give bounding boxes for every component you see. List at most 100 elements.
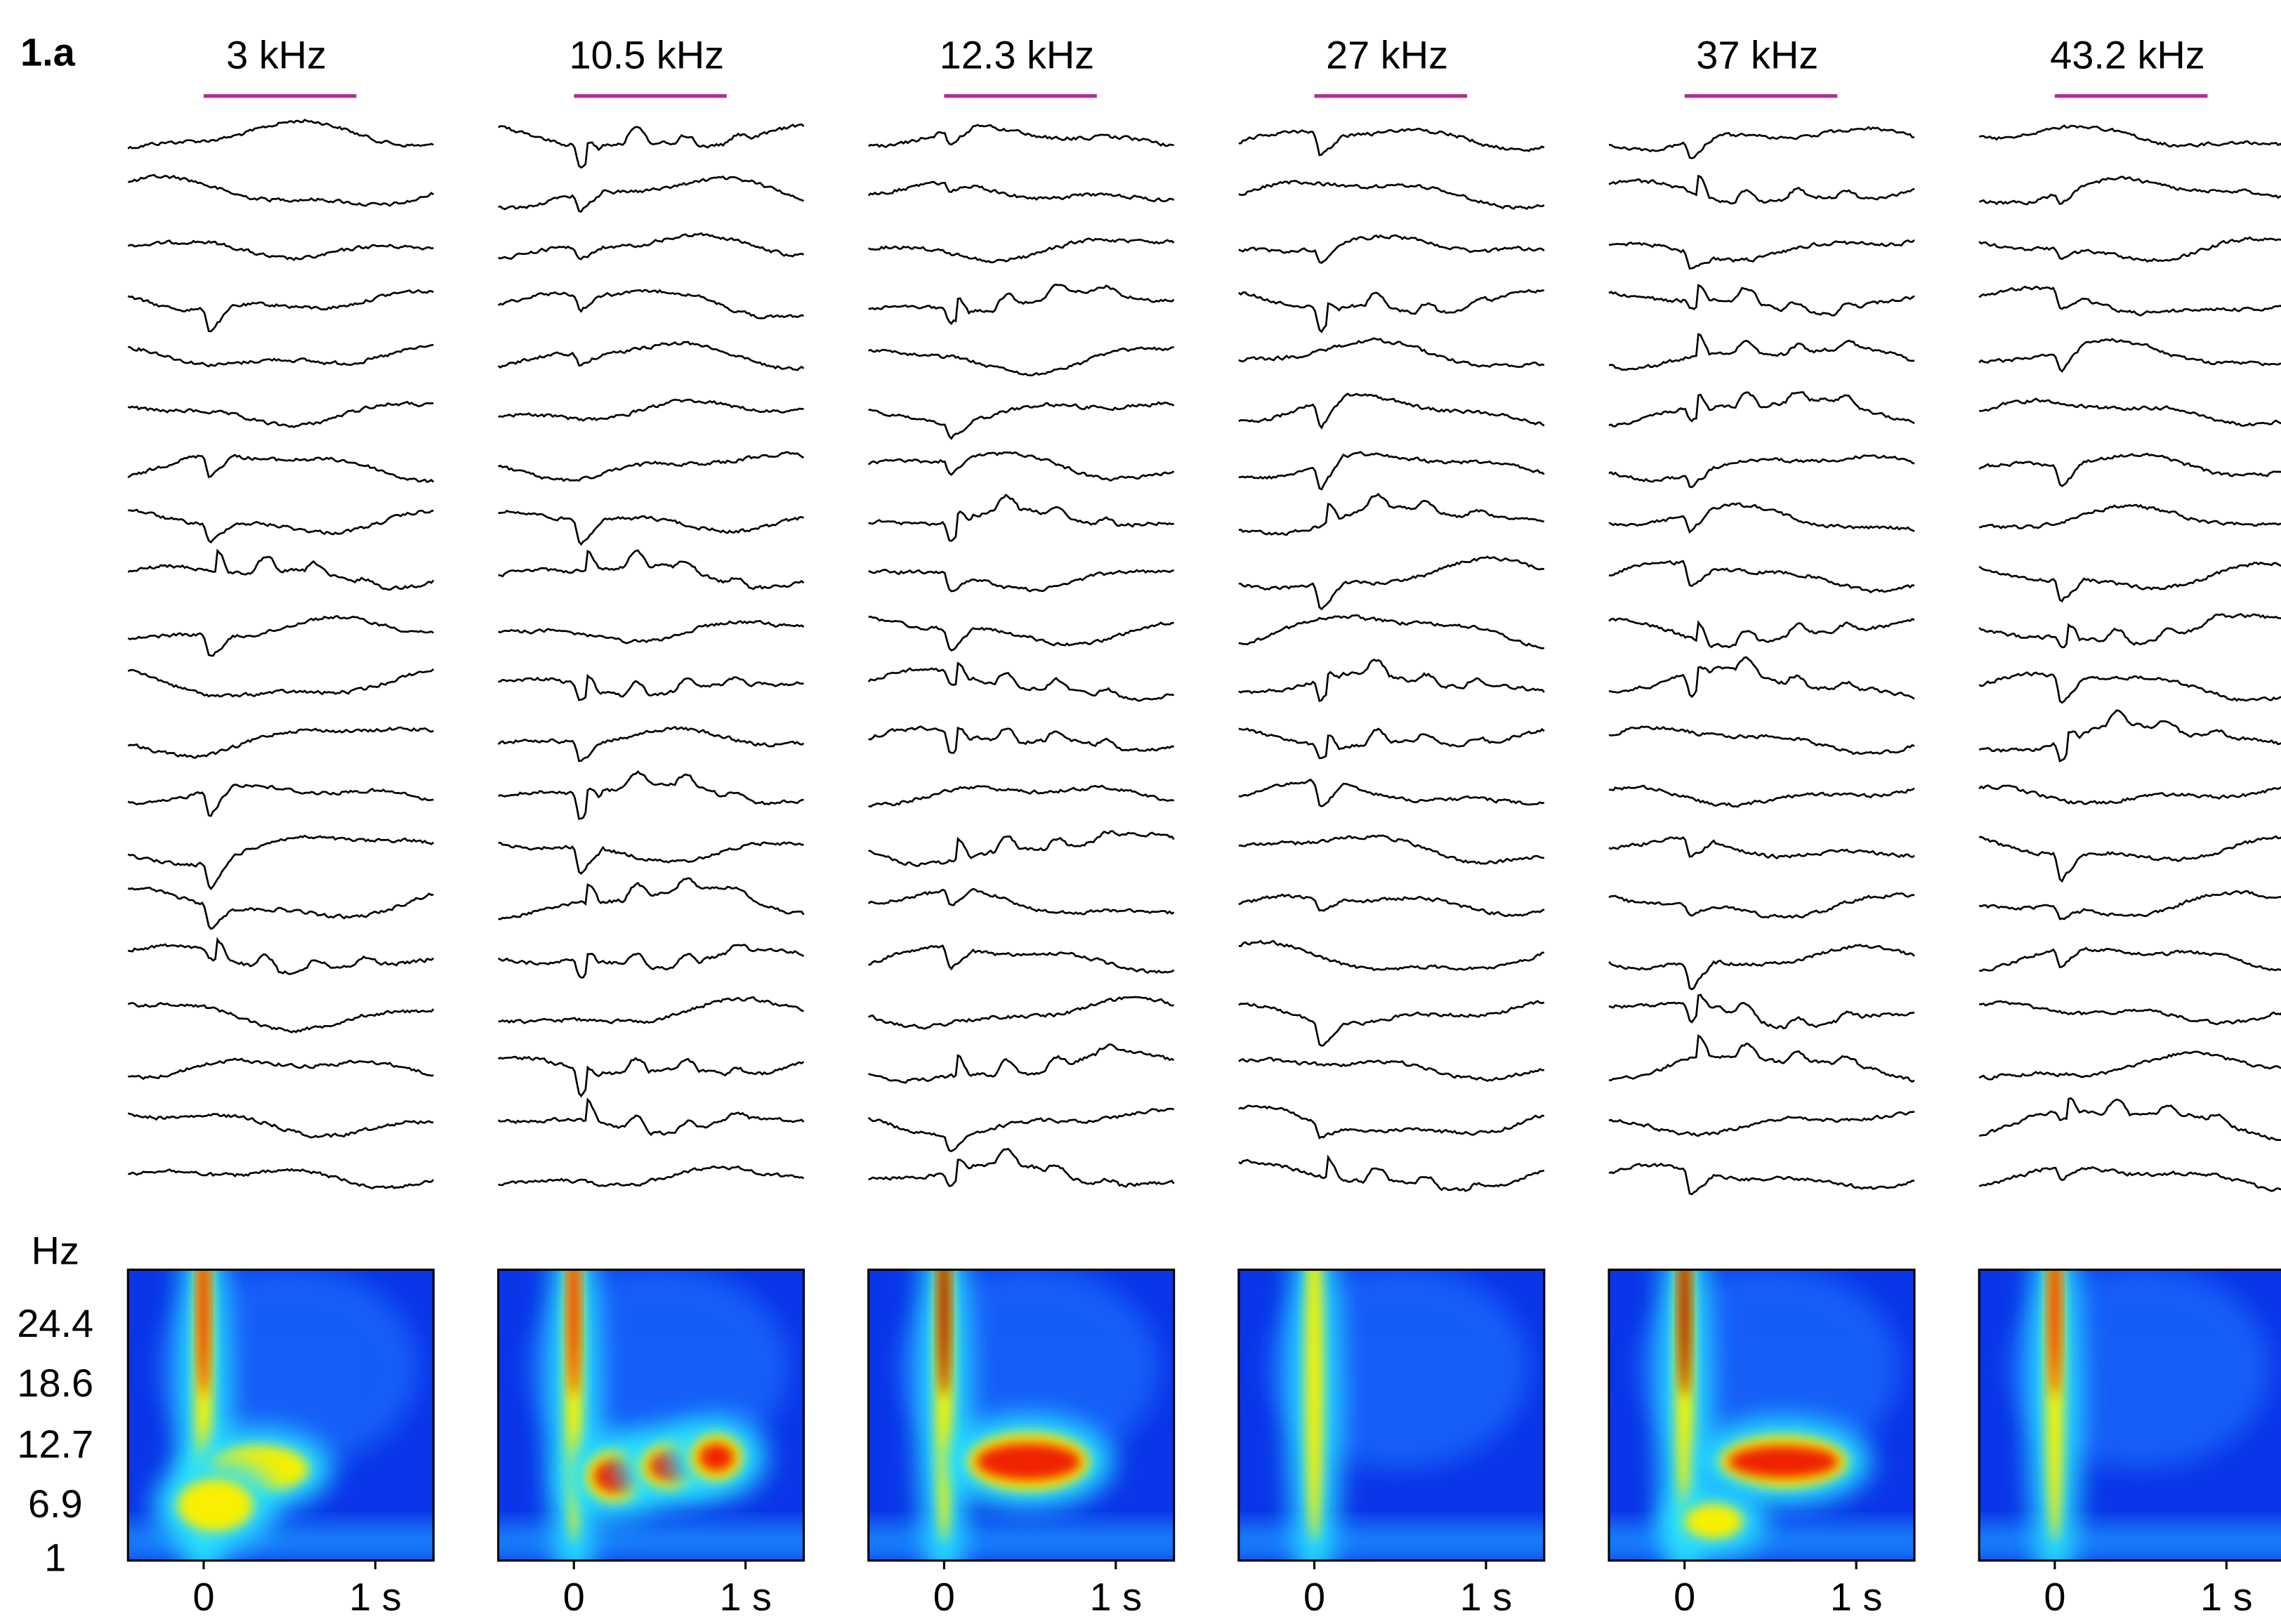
column-title: 43.2 kHz: [2050, 33, 2205, 77]
trace: [1978, 124, 2281, 148]
trace: [1978, 613, 2281, 649]
trace: [1238, 1056, 1544, 1083]
trace: [1238, 939, 1544, 972]
heatmap-frame: [867, 1268, 1176, 1562]
trace: [1238, 778, 1544, 807]
trace: [1609, 784, 1915, 808]
trace: [1238, 893, 1545, 917]
heatmap-frame: [1608, 1268, 1916, 1562]
trace: [128, 173, 435, 207]
low-band: [128, 1527, 434, 1557]
low-band: [498, 1527, 804, 1557]
trace: [497, 289, 804, 319]
x-tick-label: 0: [1674, 1574, 1695, 1618]
trace: [497, 944, 805, 979]
trace: [498, 232, 805, 260]
trace: [1978, 1097, 2281, 1141]
trace: [127, 886, 434, 930]
trace: [1978, 1166, 2281, 1192]
column-title: 10.5 kHz: [569, 33, 724, 77]
trace: [867, 887, 1175, 916]
blob-mid: [1684, 1503, 1743, 1539]
trace: [1608, 126, 1915, 159]
x-tick-label: 1 s: [349, 1574, 402, 1618]
trace: [1979, 1000, 2281, 1026]
trace: [1608, 617, 1915, 649]
column-title: 27 kHz: [1326, 33, 1448, 77]
trace: [127, 119, 434, 150]
trace: [1978, 671, 2281, 704]
y-tick-label: 12.7: [17, 1422, 93, 1466]
trace: [497, 123, 805, 169]
trace: [1608, 944, 1915, 991]
low-band: [1238, 1527, 1544, 1557]
trace: [127, 239, 434, 261]
trace: [868, 237, 1175, 264]
trace: [128, 343, 434, 368]
y-tick-label: 1: [44, 1535, 66, 1579]
trace: [1978, 1050, 2281, 1081]
trace: [127, 834, 435, 891]
trace: [1978, 503, 2281, 529]
trace: [868, 615, 1174, 652]
trace: [1978, 561, 2281, 602]
x-tick-label: 0: [563, 1574, 585, 1618]
trace: [1609, 1034, 1915, 1083]
trace: [128, 937, 435, 975]
trace: [868, 401, 1175, 440]
x-tick-label: 1 s: [1460, 1574, 1513, 1618]
trace: [1238, 659, 1545, 702]
trace: [868, 784, 1174, 808]
trace: [867, 661, 1174, 702]
trace: [1608, 725, 1915, 755]
trace: [1238, 1000, 1545, 1047]
trace: [867, 451, 1175, 482]
trace: [497, 725, 805, 763]
x-tick-label: 0: [933, 1574, 955, 1618]
streak-core: [1306, 1269, 1323, 1542]
heatmap-frame: [1237, 1268, 1546, 1562]
trace: [1608, 284, 1915, 317]
trace: [1238, 1154, 1545, 1192]
trace: [1608, 454, 1915, 489]
trace: [127, 1002, 435, 1034]
trace: [1608, 502, 1915, 534]
heatmap-frame: [1978, 1268, 2281, 1562]
trace: [498, 398, 804, 422]
blob-core: [699, 1443, 735, 1472]
trace: [1238, 234, 1545, 264]
trace: [868, 944, 1175, 974]
trace: [1238, 727, 1545, 760]
streak-peak: [1679, 1269, 1690, 1397]
heatmap: [1979, 1269, 2281, 1561]
trace: [1978, 709, 2281, 763]
trace: [1608, 1162, 1915, 1196]
trace: [1238, 337, 1545, 368]
streak-peak: [939, 1269, 949, 1397]
x-tick-label: 1 s: [2200, 1574, 2253, 1618]
trace: [1238, 392, 1545, 430]
trace: [1608, 656, 1915, 700]
trace: [127, 454, 435, 484]
trace: [1608, 239, 1915, 270]
trace: [127, 400, 434, 428]
trace: [498, 175, 804, 213]
trace: [497, 341, 805, 371]
blob-core: [1728, 1445, 1839, 1479]
trace: [868, 494, 1174, 542]
trace: [128, 1168, 435, 1190]
trace: [128, 508, 434, 544]
x-tick-label: 1 s: [719, 1574, 772, 1618]
trace: [1238, 614, 1545, 649]
low-band: [1979, 1527, 2281, 1557]
heatmap: [498, 1269, 804, 1561]
trace: [1608, 174, 1915, 205]
trace: [1609, 560, 1915, 594]
trace: [127, 615, 435, 657]
x-tick-label: 0: [1303, 1574, 1325, 1618]
trace: [1979, 835, 2281, 883]
trace: [1238, 127, 1545, 157]
heatmap-frame: [497, 1268, 806, 1562]
column-title: 3 kHz: [226, 33, 327, 77]
